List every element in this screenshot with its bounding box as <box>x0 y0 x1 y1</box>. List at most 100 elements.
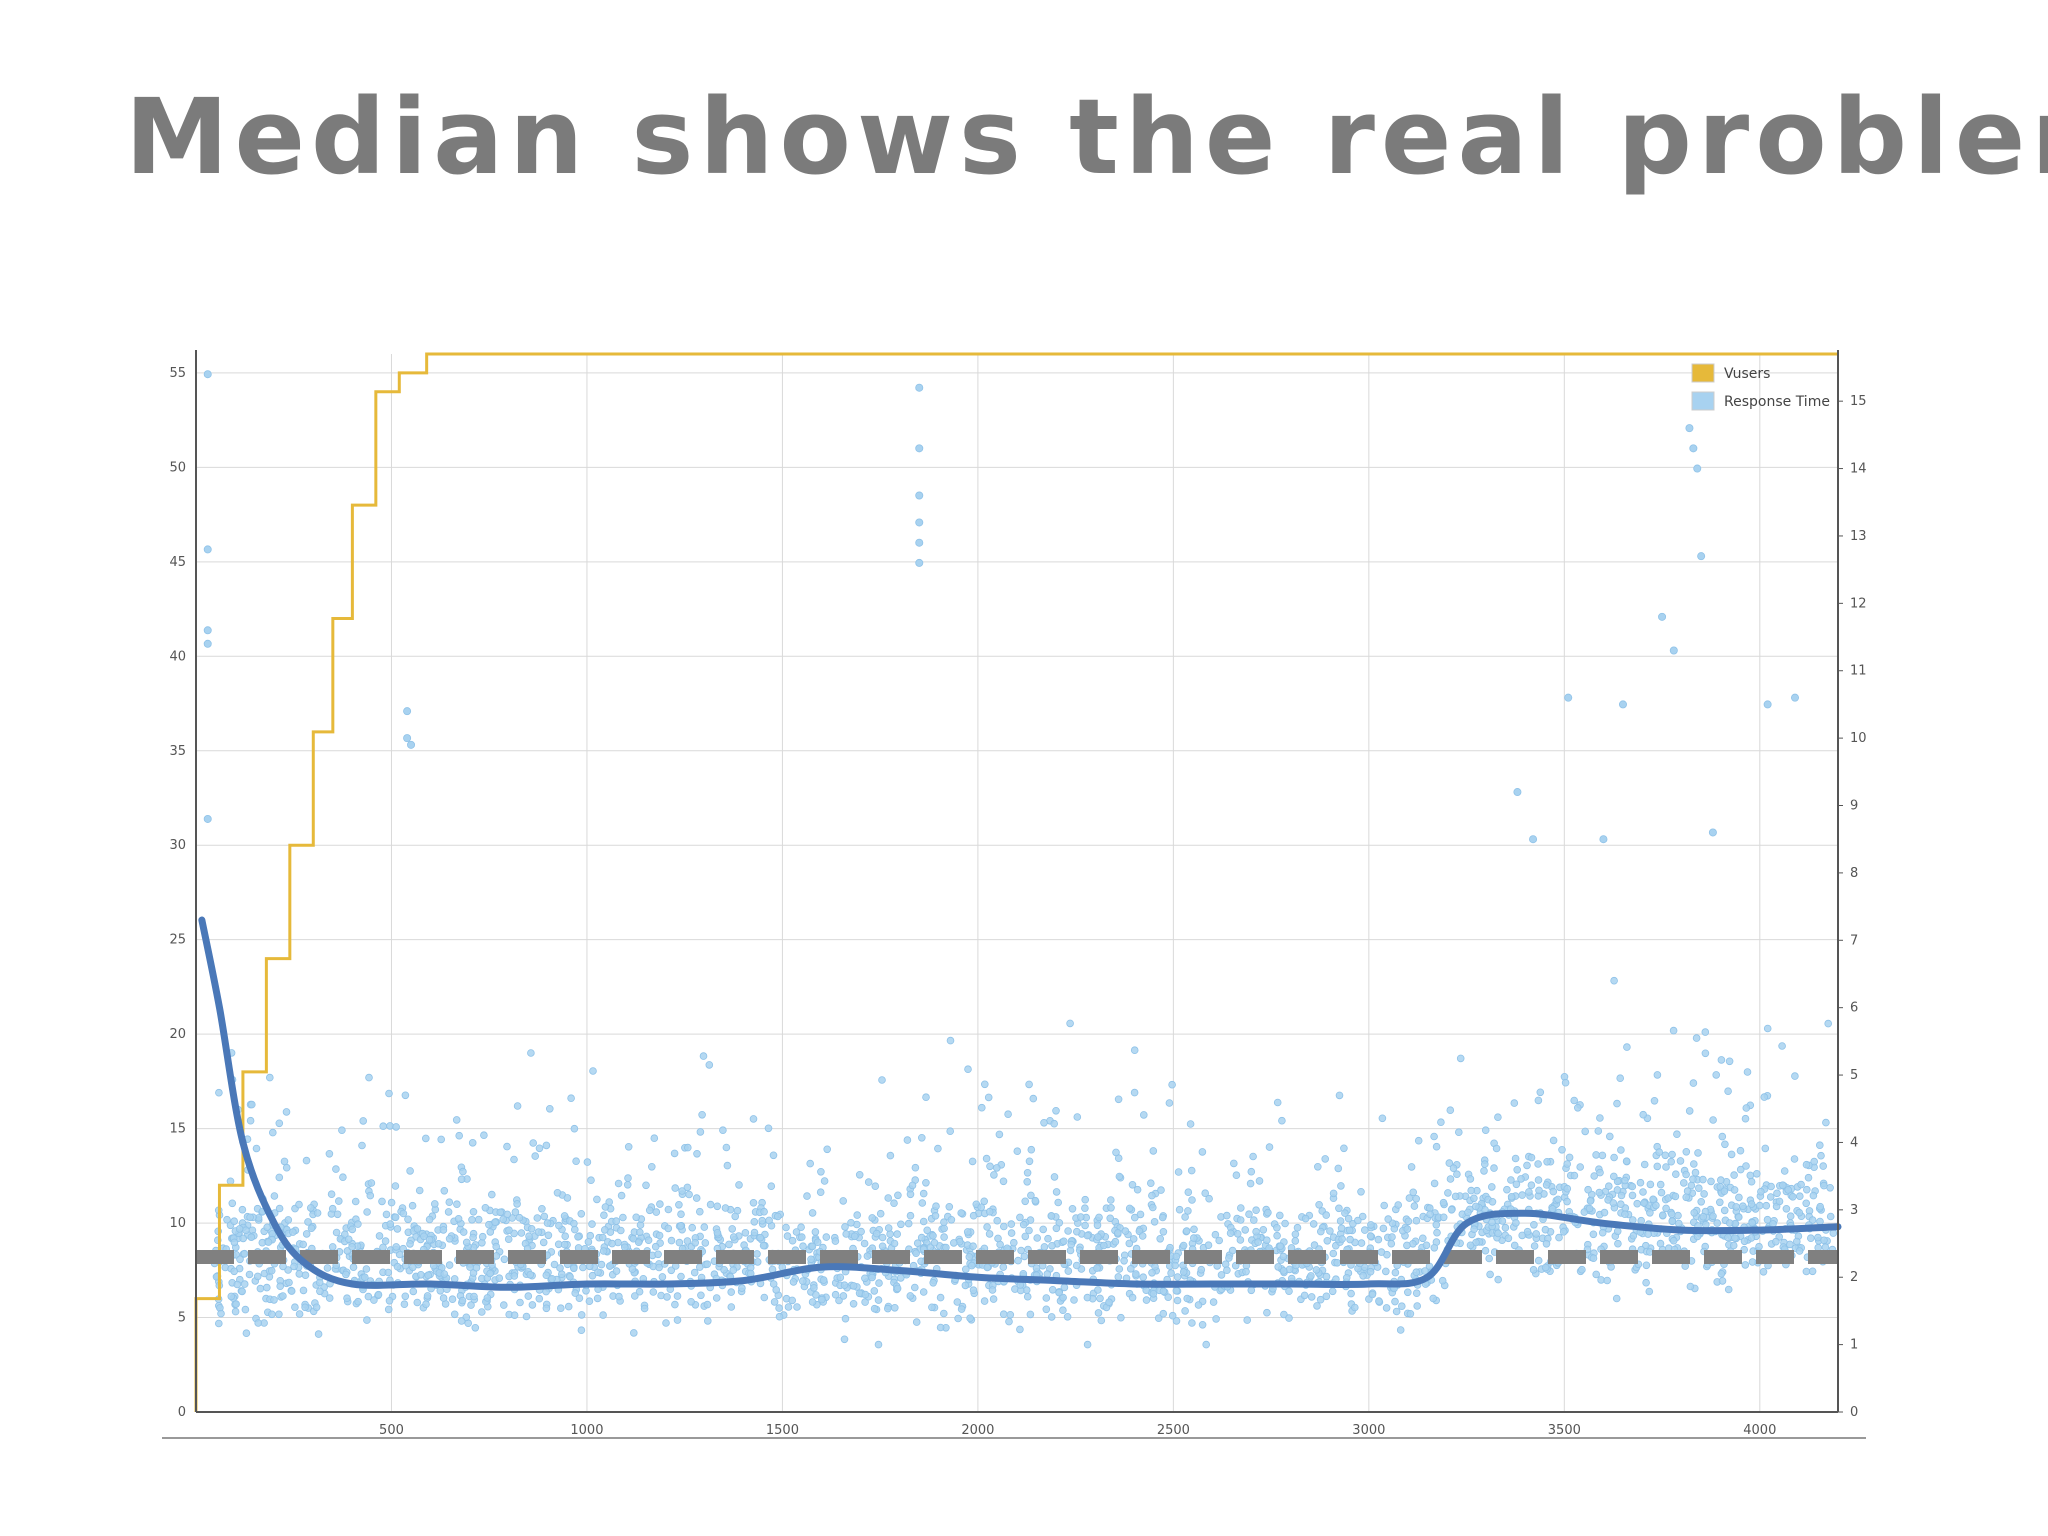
response-time-point <box>453 1200 461 1208</box>
response-time-point <box>1329 1249 1338 1258</box>
response-time-point <box>246 1213 254 1222</box>
response-time-point <box>1066 1019 1074 1028</box>
response-time-point <box>906 1211 915 1220</box>
response-time-point <box>696 1128 705 1136</box>
response-time-point <box>1600 1208 1609 1217</box>
response-time-point <box>1755 1201 1764 1210</box>
response-time-point <box>486 1269 494 1278</box>
response-time-point <box>1518 1191 1526 1199</box>
response-time-point <box>1511 1154 1520 1163</box>
response-time-point <box>994 1234 1002 1243</box>
response-time-point <box>1610 976 1618 985</box>
response-time-point <box>965 1253 974 1261</box>
y-right-tick-label: 6 <box>1850 1001 1858 1016</box>
response-time-point <box>524 1292 533 1300</box>
response-time-point <box>575 1294 584 1302</box>
response-time-point <box>1721 1140 1729 1149</box>
response-time-point <box>600 1226 609 1234</box>
response-time-point <box>469 1233 477 1242</box>
response-time-outlier <box>1529 835 1538 844</box>
response-time-point <box>1412 1268 1421 1276</box>
response-time-point <box>1584 1185 1592 1194</box>
response-time-outlier <box>915 558 924 567</box>
response-time-point <box>555 1221 563 1230</box>
response-time-point <box>1735 1213 1743 1221</box>
response-time-point <box>1328 1287 1337 1296</box>
response-time-point <box>1033 1234 1041 1242</box>
response-time-point <box>817 1168 825 1176</box>
response-time-point <box>540 1212 549 1221</box>
response-time-point <box>1680 1179 1688 1187</box>
response-time-point <box>1613 1186 1622 1194</box>
response-time-point <box>798 1277 807 1285</box>
response-time-point <box>1802 1160 1811 1169</box>
response-time-outlier <box>915 491 924 500</box>
response-time-point <box>735 1181 743 1189</box>
y-right-tick-label: 0 <box>1850 1405 1858 1420</box>
response-time-point <box>912 1318 921 1326</box>
response-time-point <box>241 1305 250 1314</box>
response-time-point <box>527 1049 535 1057</box>
response-time-point <box>1501 1223 1510 1232</box>
response-time-point <box>788 1236 797 1245</box>
response-time-point <box>649 1288 658 1296</box>
response-time-point <box>906 1190 915 1199</box>
response-time-point <box>1094 1286 1102 1294</box>
response-time-point <box>315 1278 324 1287</box>
response-time-point <box>351 1197 360 1206</box>
response-time-point <box>783 1232 792 1240</box>
response-time-point <box>1727 1150 1736 1159</box>
response-time-point <box>1642 1261 1651 1270</box>
response-time-point <box>706 1200 715 1209</box>
response-time-outlier <box>1658 612 1667 621</box>
response-time-point <box>1067 1240 1075 1249</box>
y-right-tick-label: 4 <box>1850 1135 1858 1150</box>
response-time-point <box>1190 1225 1198 1234</box>
response-time-point <box>1594 1127 1603 1135</box>
response-time-outlier <box>203 545 212 554</box>
response-time-outlier <box>1693 464 1702 473</box>
response-time-point <box>1549 1136 1558 1145</box>
response-time-point <box>290 1262 298 1271</box>
response-time-point <box>1598 1151 1607 1160</box>
response-time-point <box>1773 1189 1781 1198</box>
response-time-point <box>1743 1068 1752 1076</box>
slide-title: Median shows the real problem <box>125 76 2048 198</box>
response-time-point <box>719 1126 727 1134</box>
response-time-point <box>697 1291 705 1300</box>
response-time-point <box>1673 1130 1681 1138</box>
response-time-point <box>957 1305 966 1313</box>
response-time-point <box>1209 1298 1218 1306</box>
response-time-point <box>695 1207 704 1216</box>
response-time-point <box>1407 1163 1416 1171</box>
response-time-point <box>1250 1216 1258 1224</box>
response-time-point <box>606 1262 614 1270</box>
response-time-point <box>1093 1221 1102 1230</box>
response-time-point <box>1300 1291 1309 1300</box>
response-time-point <box>1184 1188 1193 1196</box>
response-time-point <box>1802 1267 1811 1276</box>
response-time-point <box>1422 1241 1431 1250</box>
response-time-point <box>223 1215 231 1224</box>
response-time-point <box>964 1065 972 1073</box>
response-time-point <box>1644 1230 1652 1238</box>
response-time-point <box>799 1242 807 1250</box>
response-time-point <box>1814 1233 1822 1242</box>
response-time-point <box>1172 1287 1181 1295</box>
response-time-point <box>1682 1148 1691 1156</box>
response-time-point <box>1413 1302 1421 1310</box>
response-time-point <box>1617 1200 1625 1208</box>
response-time-point <box>1653 1162 1662 1171</box>
response-time-point <box>675 1238 684 1247</box>
response-time-point <box>1133 1185 1142 1194</box>
response-time-point <box>1702 1220 1710 1229</box>
response-time-point <box>1255 1177 1264 1185</box>
response-time-point <box>561 1232 569 1240</box>
response-time-point <box>1315 1201 1323 1209</box>
response-time-point <box>1312 1266 1321 1274</box>
response-time-point <box>513 1102 522 1110</box>
response-time-point <box>1507 1193 1516 1201</box>
x-tick-label: 2500 <box>1157 1423 1190 1438</box>
response-time-point <box>1686 1282 1695 1291</box>
response-time-point <box>374 1290 383 1299</box>
